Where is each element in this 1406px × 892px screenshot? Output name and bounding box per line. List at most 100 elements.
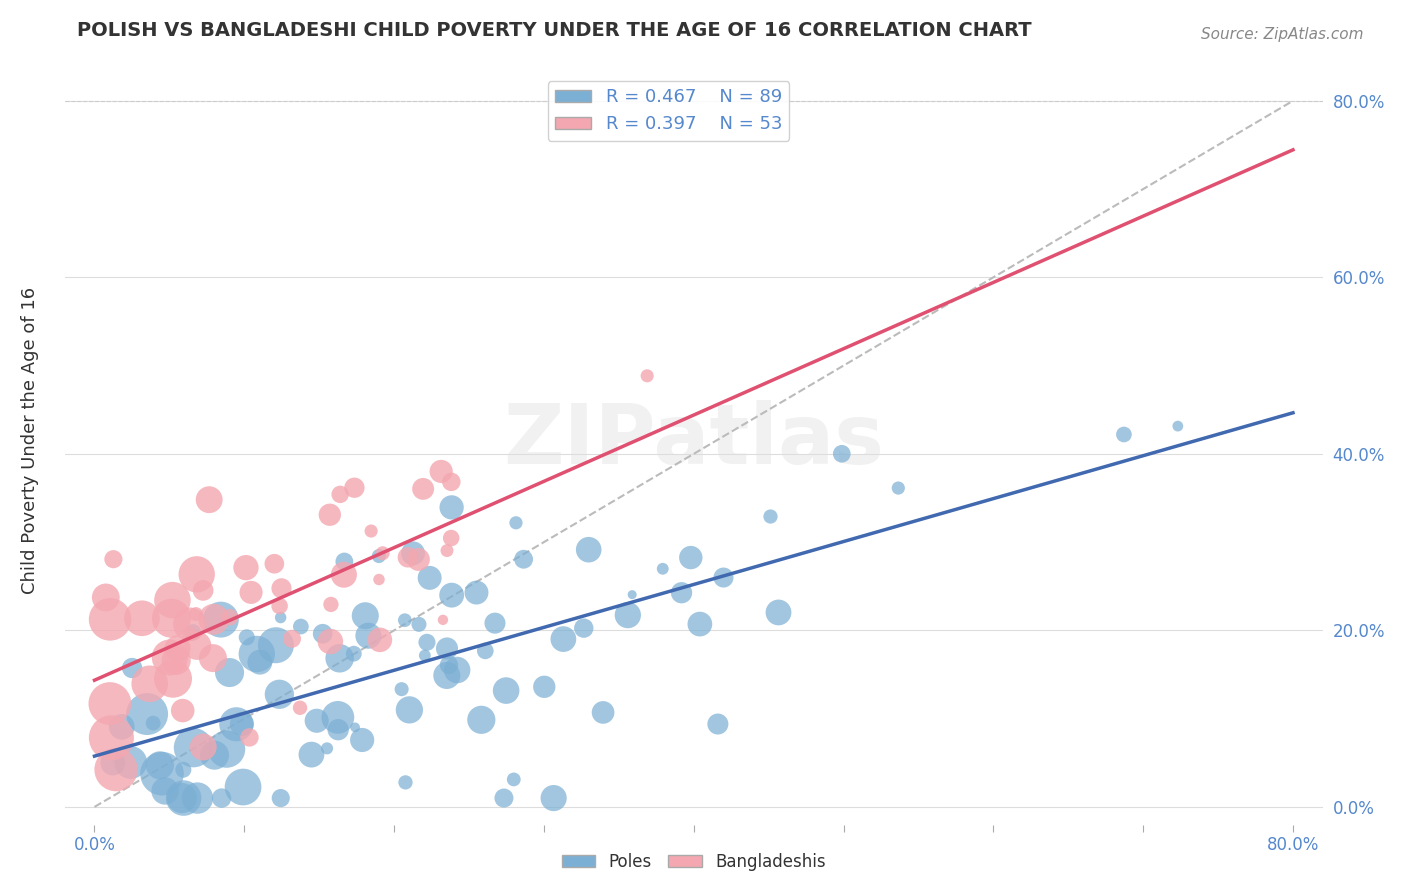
Point: [437, 657, 460, 672]
Point: [263, 557, 285, 571]
Point: [371, 546, 394, 560]
Point: [360, 524, 382, 538]
Point: [269, 599, 291, 613]
Point: [333, 554, 356, 568]
Point: [316, 741, 339, 756]
Point: [101, 756, 124, 771]
Point: [343, 647, 366, 661]
Point: [440, 500, 463, 515]
Point: [671, 586, 693, 600]
Point: [269, 687, 291, 701]
Point: [621, 588, 644, 602]
Text: Source: ZipAtlas.com: Source: ZipAtlas.com: [1201, 27, 1364, 42]
Point: [1167, 419, 1189, 434]
Point: [492, 791, 515, 805]
Point: [232, 780, 254, 794]
Point: [679, 550, 702, 565]
Point: [301, 747, 323, 762]
Point: [191, 583, 214, 598]
Point: [98, 612, 121, 626]
Point: [235, 560, 257, 574]
Point: [98, 697, 121, 711]
Point: [592, 706, 614, 720]
Point: [105, 763, 128, 777]
Point: [159, 650, 181, 665]
Point: [354, 608, 377, 623]
Point: [333, 567, 356, 582]
Point: [181, 625, 204, 640]
Point: [502, 772, 524, 787]
Point: [100, 731, 122, 745]
Point: [357, 629, 380, 643]
Point: [270, 791, 292, 805]
Point: [419, 571, 441, 585]
Point: [240, 585, 263, 599]
Point: [505, 516, 527, 530]
Point: [121, 661, 143, 675]
Point: [120, 756, 142, 770]
Y-axis label: Child Poverty Under the Age of 16: Child Poverty Under the Age of 16: [21, 287, 39, 594]
Point: [215, 742, 238, 756]
Point: [831, 447, 853, 461]
Point: [186, 791, 208, 805]
Point: [211, 791, 233, 805]
Point: [319, 634, 342, 648]
Point: [238, 731, 260, 745]
Point: [368, 632, 391, 647]
Point: [246, 647, 269, 661]
Point: [186, 567, 208, 582]
Point: [617, 608, 640, 623]
Point: [768, 606, 790, 620]
Point: [408, 552, 430, 566]
Point: [436, 641, 458, 656]
Point: [413, 648, 436, 663]
Point: [578, 542, 600, 557]
Point: [170, 791, 193, 805]
Point: [533, 680, 555, 694]
Point: [162, 672, 184, 686]
Point: [465, 585, 488, 599]
Point: [288, 700, 311, 714]
Point: [887, 481, 910, 495]
Point: [186, 639, 208, 653]
Point: [470, 713, 492, 727]
Point: [193, 739, 215, 754]
Point: [412, 482, 434, 496]
Point: [474, 644, 496, 658]
Point: [352, 733, 374, 747]
Point: [319, 508, 342, 522]
Point: [249, 655, 271, 669]
Point: [94, 591, 117, 605]
Point: [440, 475, 463, 489]
Point: [398, 703, 420, 717]
Point: [512, 552, 534, 566]
Point: [202, 612, 225, 626]
Point: [103, 552, 125, 566]
Point: [408, 617, 430, 632]
Point: [131, 611, 153, 625]
Point: [236, 630, 259, 644]
Point: [142, 716, 165, 731]
Point: [367, 549, 389, 563]
Point: [198, 492, 221, 507]
Point: [368, 573, 391, 587]
Point: [201, 651, 224, 665]
Point: [312, 626, 335, 640]
Point: [689, 617, 711, 632]
Point: [183, 740, 205, 755]
Point: [150, 766, 173, 780]
Point: [1112, 427, 1135, 442]
Point: [391, 682, 413, 697]
Point: [172, 763, 194, 777]
Point: [319, 598, 342, 612]
Point: [281, 632, 304, 646]
Text: ZIPatlas: ZIPatlas: [503, 401, 884, 481]
Point: [218, 665, 240, 680]
Point: [416, 635, 439, 649]
Point: [440, 531, 463, 545]
Point: [290, 619, 312, 633]
Point: [264, 638, 287, 652]
Point: [329, 651, 352, 665]
Point: [138, 677, 160, 691]
Point: [326, 710, 349, 724]
